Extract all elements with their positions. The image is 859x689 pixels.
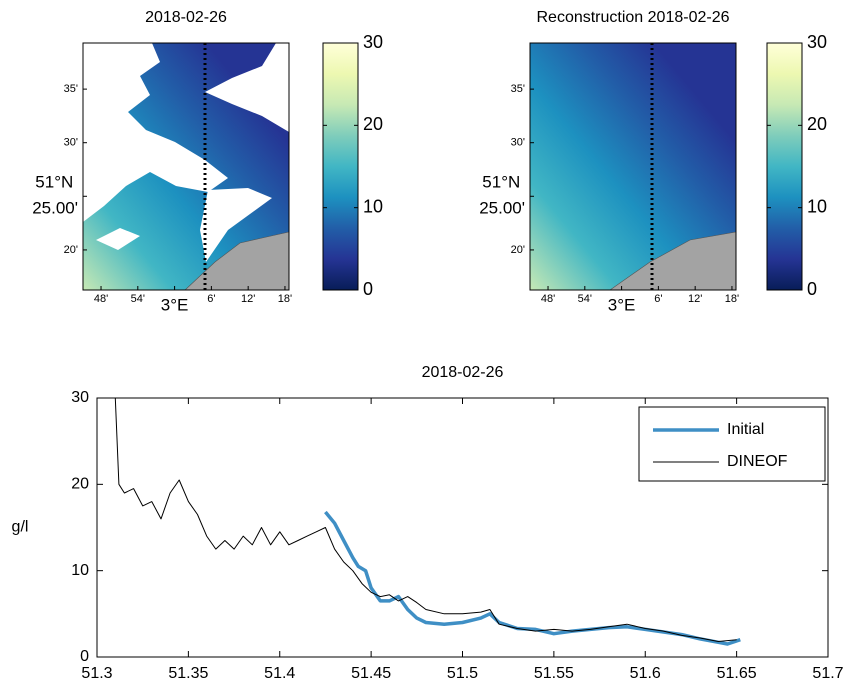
x-tick-label: 51.3 <box>81 665 112 682</box>
y-tick-label: 30' <box>511 137 525 149</box>
series-line <box>114 397 737 642</box>
y-tick-label: 51°N 25.00' <box>479 173 525 218</box>
colorbar-label: 20 <box>807 114 827 134</box>
y-tick-label: 20' <box>64 244 78 256</box>
y-tick-label: 35' <box>511 83 525 95</box>
x-tick-label: 51.6 <box>630 665 661 682</box>
x-tick-label: 51.65 <box>717 665 757 682</box>
chart-title: 2018-02-26 <box>422 364 504 381</box>
axes-box <box>82 42 290 291</box>
x-tick-label: 12' <box>241 293 255 305</box>
y-axis-label: g/l <box>12 519 29 536</box>
legend-label: Initial <box>727 421 764 438</box>
colorbar-label: 0 <box>807 279 817 299</box>
y-tick-label: 51°N 25.00' <box>32 173 78 218</box>
series-line <box>324 510 741 646</box>
y-tick-label: 10 <box>71 562 89 579</box>
colorbar-label: 10 <box>807 196 827 216</box>
axes-box <box>529 42 737 291</box>
y-tick-label: 35' <box>64 83 78 95</box>
chart-title: 2018-02-26 <box>145 9 227 26</box>
x-tick-label: 51.5 <box>447 665 478 682</box>
y-tick-label: 30 <box>71 389 89 406</box>
x-tick-label: 51.55 <box>534 665 574 682</box>
colorbar-label: 10 <box>363 196 383 216</box>
y-tick-label: 0 <box>80 648 89 665</box>
colorbar-label: 30 <box>363 32 383 52</box>
x-tick-label: 51.35 <box>168 665 208 682</box>
x-tick-label: 18' <box>725 293 739 305</box>
x-tick-label: 6' <box>654 293 662 305</box>
x-tick-label: 48' <box>94 293 108 305</box>
x-tick-label: 18' <box>278 293 292 305</box>
colorbar-label: 20 <box>363 114 383 134</box>
legend <box>638 406 826 482</box>
x-tick-label: 54' <box>578 293 592 305</box>
x-tick-label: 6' <box>207 293 215 305</box>
y-tick-label: 20' <box>511 244 525 256</box>
x-tick-label: 51.7 <box>812 665 843 682</box>
cloud-mask <box>83 43 289 262</box>
colorbar-label: 0 <box>363 279 373 299</box>
x-tick-label: 54' <box>131 293 145 305</box>
chart-title: Reconstruction 2018-02-26 <box>536 9 729 26</box>
x-tick-label: 48' <box>541 293 555 305</box>
x-tick-label: 12' <box>688 293 702 305</box>
x-tick-label: 3°E <box>608 295 636 314</box>
colorbar <box>322 42 359 291</box>
x-tick-label: 51.45 <box>351 665 391 682</box>
colorbar <box>766 42 803 291</box>
y-tick-label: 30' <box>64 137 78 149</box>
x-tick-label: 51.4 <box>264 665 295 682</box>
axes-box <box>96 397 829 658</box>
colorbar-label: 30 <box>807 32 827 52</box>
y-tick-label: 20 <box>71 476 89 493</box>
x-tick-label: 3°E <box>161 295 189 314</box>
legend-label: DINEOF <box>727 453 788 470</box>
